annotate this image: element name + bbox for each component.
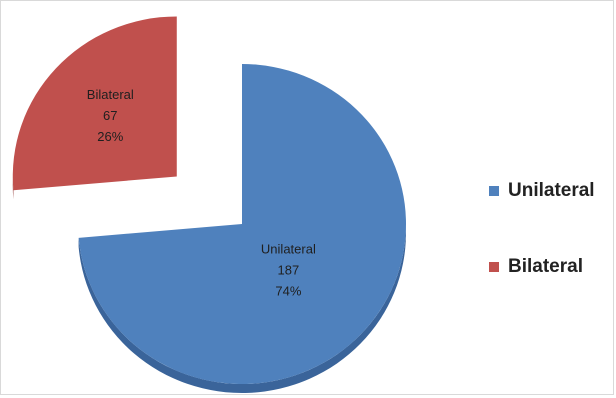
pie-slices <box>12 16 406 393</box>
slice-label-unilateral: Unilateral 187 74% <box>261 242 316 299</box>
legend-swatch-bilateral <box>489 262 499 272</box>
legend-item-bilateral: Bilateral <box>489 255 595 279</box>
slice-bilateral <box>12 16 177 191</box>
slice-label-bilateral: Bilateral 67 26% <box>87 87 134 144</box>
legend-item-unilateral: Unilateral <box>489 179 595 203</box>
legend-label-unilateral: Unilateral <box>508 180 595 201</box>
legend-swatch-unilateral <box>489 186 499 196</box>
slice-side-bilateral <box>12 176 14 200</box>
pie-labels: Unilateral 187 74% Bilateral 67 26% <box>87 87 316 299</box>
legend: Unilateral Bilateral <box>489 179 595 331</box>
slice-unilateral <box>78 64 406 385</box>
legend-label-bilateral: Bilateral <box>508 256 583 277</box>
